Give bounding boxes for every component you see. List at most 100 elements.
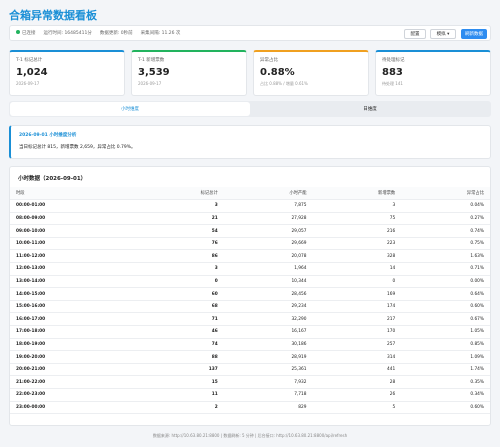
table-card: 小时数据（2026-09-01） 时段 标记总计 小时产能 新增票数 异常占比 00:00…	[9, 166, 491, 426]
table-cell: 26	[312, 388, 402, 402]
hourly-table: 时段 标记总计 小时产能 新增票数 异常占比 00:00-01:00 3 7,875 3 0.04…	[10, 187, 490, 415]
table-cell: 217	[312, 312, 402, 327]
card-value: 1,024	[16, 67, 48, 78]
table-cell: 21	[135, 212, 224, 226]
table-row: 12:00-13:00 3 1,964 14 0.71%	[10, 262, 490, 276]
table-cell: 20:00-21:00	[10, 363, 136, 377]
column-header: 小时产能	[223, 187, 313, 201]
updated: 数据更新: 0秒前	[99, 31, 133, 36]
table-cell: 29,669	[223, 237, 313, 251]
table-cell: 23:00-00:00	[10, 401, 136, 415]
card-value: 3,539	[138, 67, 170, 78]
card-label: T-1 新增票数	[138, 58, 165, 63]
table-cell: 2	[135, 401, 224, 415]
card-value: 0.88%	[260, 67, 295, 78]
table-cell: 12:00-13:00	[10, 262, 136, 276]
table-cell: 1.63%	[401, 249, 490, 264]
table-cell: 16:00-17:00	[10, 312, 136, 327]
table-cell: 1,964	[223, 262, 313, 276]
table-row: 23:00-00:00 2 829 5 0.60%	[10, 401, 490, 415]
table-cell: 27,928	[223, 212, 313, 226]
table-cell: 68	[135, 300, 224, 314]
stat-card: 待处理标记 883 待处理 141	[375, 50, 491, 96]
table-cell: 46	[135, 325, 224, 339]
table-cell: 20,078	[223, 249, 313, 264]
table-cell: 170	[312, 325, 402, 339]
table-cell: 54	[135, 224, 224, 238]
table-cell: 28	[312, 375, 402, 389]
table-cell: 174	[312, 300, 402, 314]
table-row: 14:00-15:00 60 28,456 169 0.64%	[10, 287, 490, 301]
tab[interactable]: 日维度	[363, 107, 377, 112]
table-cell: 74	[135, 338, 224, 352]
table-row: 20:00-21:00 137 25,361 441 1.74%	[10, 363, 490, 377]
table-cell: 3	[135, 262, 224, 276]
table-cell: 15	[135, 375, 224, 389]
table-cell: 0	[135, 275, 224, 289]
stat-card: T-1 标记总计 1,024 2026-09-17	[9, 50, 125, 96]
config-button[interactable]: 配置	[404, 29, 426, 39]
alert-title: 2026-09-01 小时维度分析	[19, 133, 77, 138]
table-cell: 3	[135, 199, 224, 213]
table-cell: 28,456	[223, 287, 313, 301]
table-row: 19:00-20:00 88 28,919 314 1.09%	[10, 350, 490, 364]
table-cell: 18:00-19:00	[10, 338, 136, 352]
table-cell: 0.35%	[401, 375, 490, 389]
table-cell: 30,186	[223, 338, 313, 352]
table-cell: 0.71%	[401, 262, 490, 276]
table-cell: 11	[135, 388, 224, 402]
table-cell: 14	[312, 262, 402, 276]
card-value: 883	[382, 67, 403, 78]
table-title: 小时数据（2026-09-01）	[18, 176, 87, 182]
status: 已连接	[16, 30, 36, 36]
table-cell: 76	[135, 237, 224, 251]
table-cell: 0.04%	[401, 199, 490, 213]
table-cell: 0.74%	[401, 224, 490, 238]
table-cell: 08:00-09:00	[10, 212, 136, 226]
alert-text: 当日标记总计 815，新增票数 2,659，异常占比 0.79%。	[19, 145, 136, 150]
card-sub: 2026-09-17	[138, 81, 162, 86]
table-cell: 86	[135, 249, 224, 264]
card-label: 异常占比	[260, 58, 278, 63]
table-cell: 32,290	[223, 312, 313, 327]
table-row: 21:00-22:00 15 7,932 28 0.35%	[10, 375, 490, 389]
table-cell: 19:00-20:00	[10, 350, 136, 364]
table-cell: 88	[135, 350, 224, 364]
column-header: 异常占比	[401, 187, 490, 201]
table-cell: 13:00-14:00	[10, 275, 136, 289]
table-cell: 22:00-23:00	[10, 388, 136, 402]
status-text: 已连接	[22, 31, 36, 36]
card-label: 待处理标记	[382, 58, 405, 63]
table-cell: 17:00-18:00	[10, 325, 136, 339]
table-cell: 71	[135, 312, 224, 327]
tab[interactable]: 小时维度	[10, 102, 250, 116]
table-cell: 5	[312, 401, 402, 415]
page-title: 合箱异常数据看板	[9, 9, 97, 22]
status-bar: 已连接 运行时间: 16485411分 数据更新: 0秒前 采集间隔: 11.2…	[9, 25, 491, 41]
table-cell: 0.85%	[401, 338, 490, 352]
table-cell: 137	[135, 363, 224, 377]
card-sub: 占比 0.88% / 增量 0.61%	[260, 81, 308, 86]
table-cell: 14:00-15:00	[10, 287, 136, 301]
table-cell: 15:00-16:00	[10, 300, 136, 314]
table-cell: 0.34%	[401, 388, 490, 402]
table-row: 13:00-14:00 0 10,344 0 0.00%	[10, 275, 490, 289]
mode-dropdown[interactable]: 模拟 ▾	[430, 29, 456, 39]
table-row: 18:00-19:00 74 30,186 257 0.85%	[10, 338, 490, 352]
refresh-button[interactable]: 刷新数据	[461, 29, 487, 39]
table-cell: 314	[312, 350, 402, 364]
card-sub: 2026-09-17	[16, 81, 40, 86]
table-row: 17:00-18:00 46 16,167 170 1.05%	[10, 325, 490, 339]
table-cell: 441	[312, 363, 402, 377]
runtime: 运行时间: 16485411分	[43, 31, 92, 36]
table-cell: 10,344	[223, 275, 313, 289]
column-header: 时段	[10, 187, 136, 201]
stat-card: T-1 新增票数 3,539 2026-09-17	[131, 50, 247, 96]
column-header: 标记总计	[135, 187, 224, 201]
table-cell: 25,361	[223, 363, 313, 377]
table-cell: 60	[135, 287, 224, 301]
tab-bar: 小时维度 日维度	[9, 101, 491, 117]
analysis-alert: 2026-09-01 小时维度分析 当日标记总计 815，新增票数 2,659，…	[9, 125, 491, 159]
footer: 数据来源: http://10.63.80.21:8800 | 数据刷新: 5 …	[152, 433, 348, 438]
